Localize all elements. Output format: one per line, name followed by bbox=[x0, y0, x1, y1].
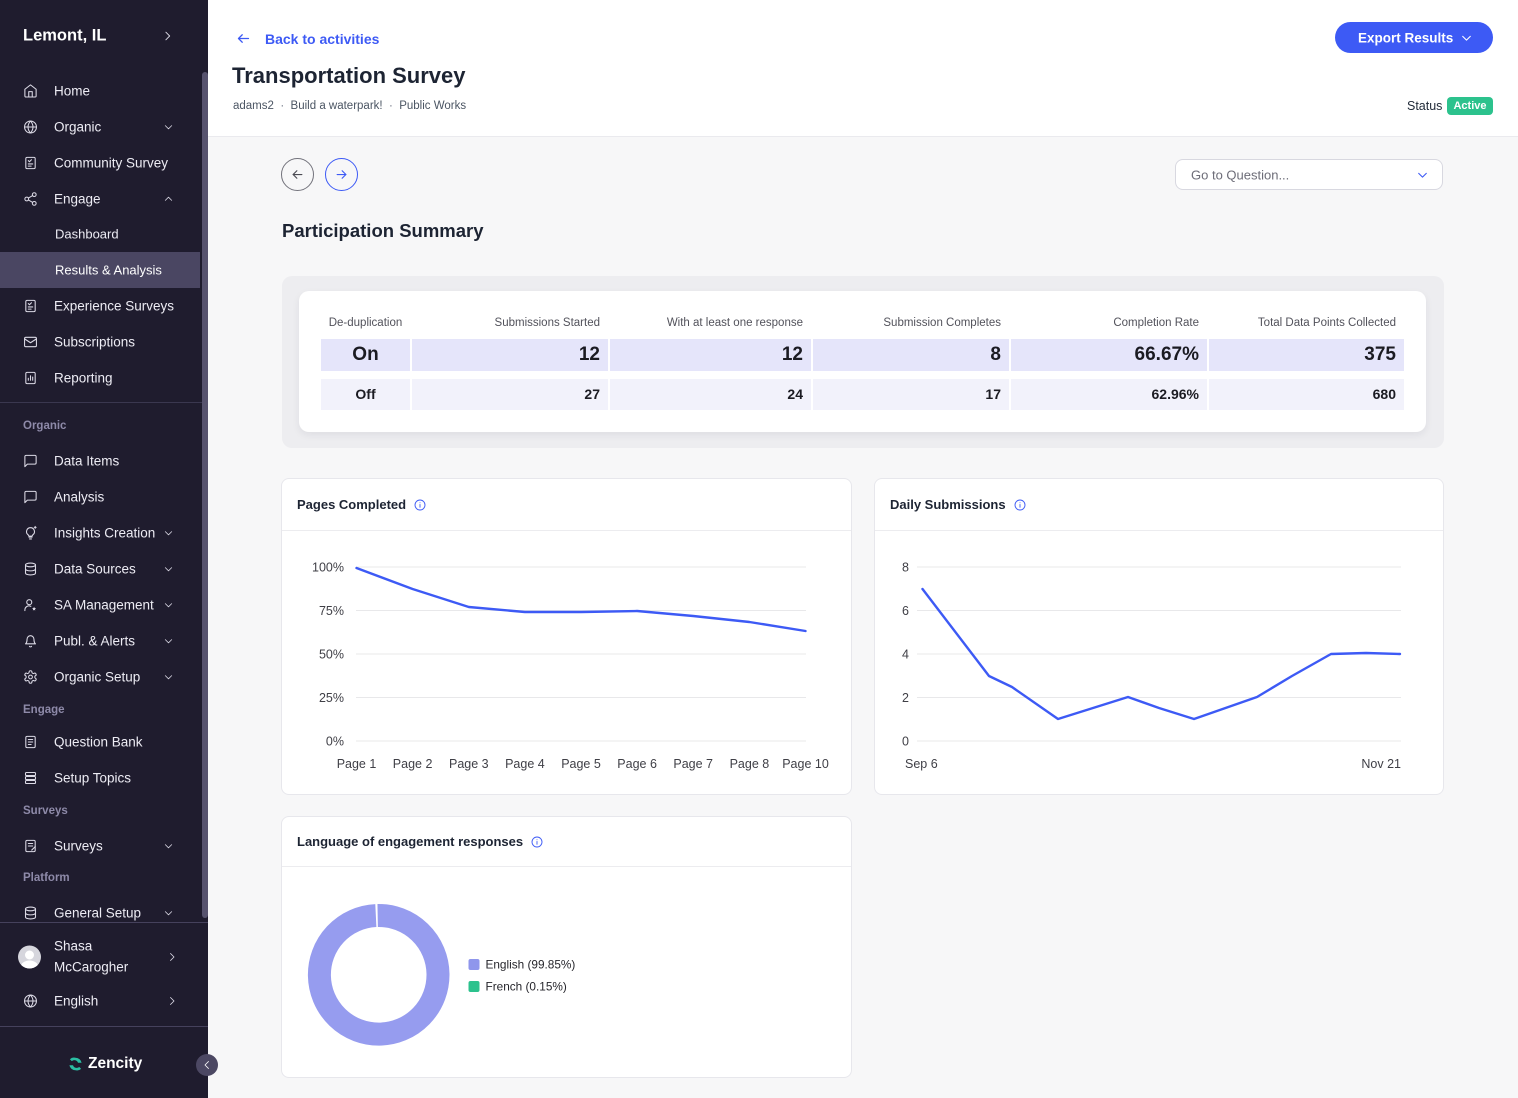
svg-text:Page 1: Page 1 bbox=[337, 757, 377, 771]
svg-text:Page 3: Page 3 bbox=[449, 757, 489, 771]
svg-text:75%: 75% bbox=[319, 604, 344, 618]
svg-text:0%: 0% bbox=[326, 735, 344, 749]
svg-text:Nov 21: Nov 21 bbox=[1361, 757, 1401, 771]
svg-text:Page 2: Page 2 bbox=[393, 757, 433, 771]
svg-text:Page 4: Page 4 bbox=[505, 757, 545, 771]
svg-text:50%: 50% bbox=[319, 648, 344, 662]
svg-text:100%: 100% bbox=[312, 561, 344, 575]
svg-text:25%: 25% bbox=[319, 691, 344, 705]
svg-text:Page 6: Page 6 bbox=[617, 757, 657, 771]
svg-text:Page 10: Page 10 bbox=[782, 757, 829, 771]
svg-text:8: 8 bbox=[902, 561, 909, 575]
svg-text:Page 7: Page 7 bbox=[673, 757, 713, 771]
svg-text:6: 6 bbox=[902, 604, 909, 618]
svg-text:Page 5: Page 5 bbox=[561, 757, 601, 771]
svg-text:0: 0 bbox=[902, 735, 909, 749]
svg-text:French (0.15%): French (0.15%) bbox=[486, 980, 567, 994]
svg-text:Sep 6: Sep 6 bbox=[905, 757, 938, 771]
svg-text:4: 4 bbox=[902, 648, 909, 662]
svg-text:2: 2 bbox=[902, 691, 909, 705]
svg-text:Page 8: Page 8 bbox=[730, 757, 770, 771]
svg-text:English (99.85%): English (99.85%) bbox=[486, 958, 576, 972]
